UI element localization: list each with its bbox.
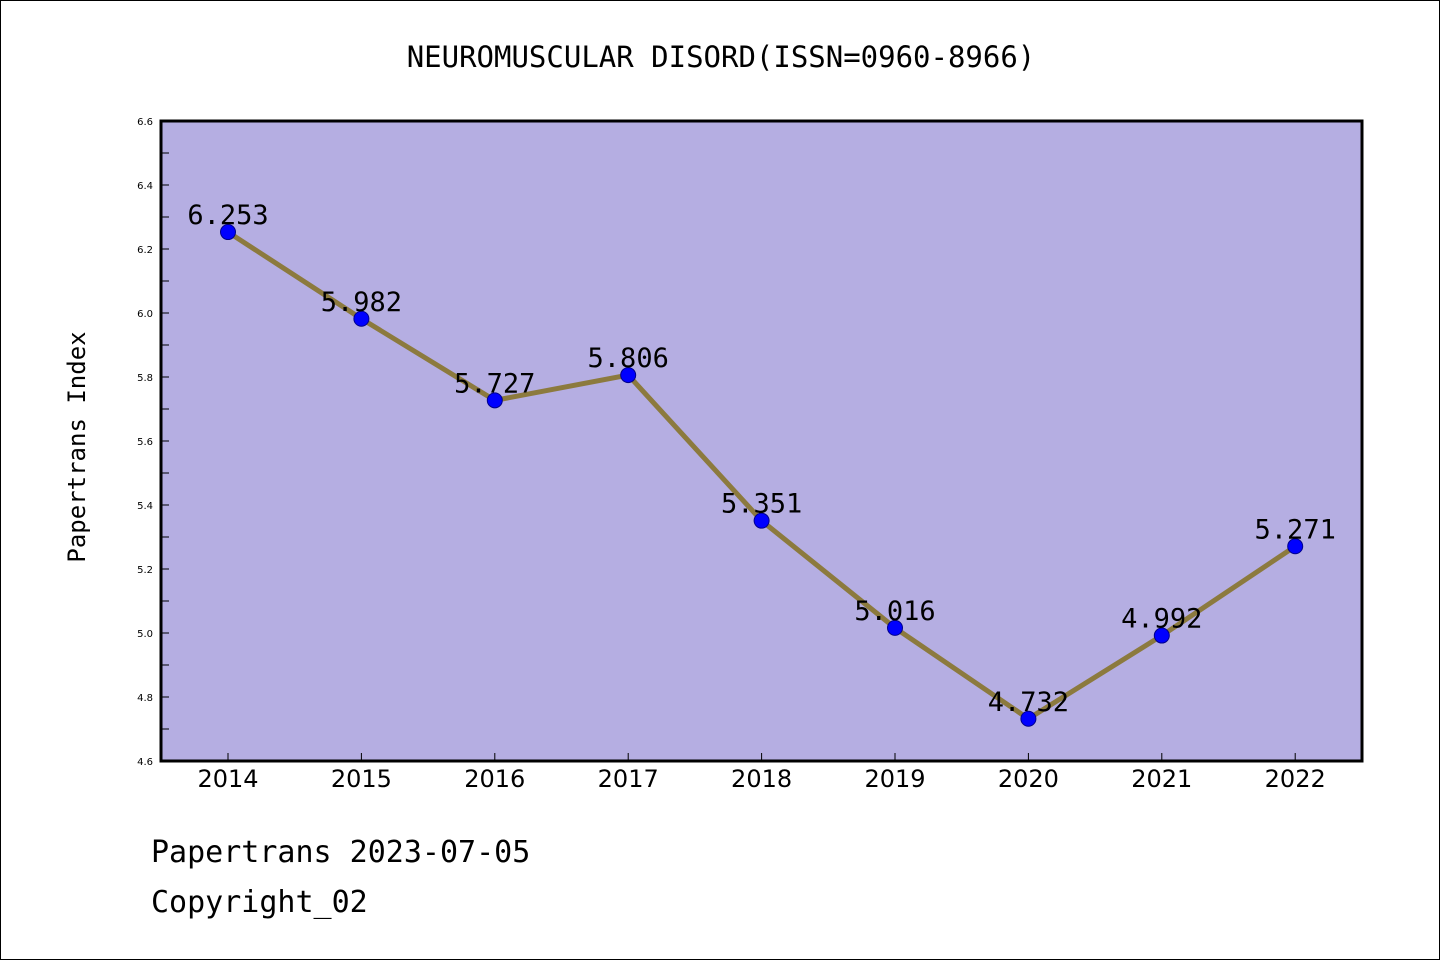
y-tick-label: 5.0 bbox=[137, 629, 153, 640]
x-tick-label: 2021 bbox=[1131, 765, 1192, 793]
y-tick-label: 6.2 bbox=[137, 245, 153, 256]
x-tick-label: 2018 bbox=[731, 765, 792, 793]
data-point-marker bbox=[887, 619, 903, 636]
data-point-marker bbox=[486, 392, 503, 409]
y-tick-label: 6.6 bbox=[137, 117, 153, 128]
y-axis-ticks: 4.6 4.8 5.0 5.2 5.4 5.6 5.8 6.0 6.2 6.4 6.6 bbox=[137, 117, 169, 768]
footer-copyright: Copyright_02 bbox=[151, 885, 368, 920]
y-tick-label: 6.4 bbox=[137, 181, 153, 192]
y-tick-label: 5.2 bbox=[137, 565, 153, 576]
data-label: 5.016 bbox=[854, 596, 935, 627]
data-label: 6.253 bbox=[187, 200, 268, 231]
data-label: 5.982 bbox=[321, 287, 402, 318]
x-tick-label: 2014 bbox=[197, 765, 258, 793]
data-label: 4.732 bbox=[988, 687, 1069, 718]
data-label: 5.727 bbox=[454, 368, 535, 399]
data-point-marker bbox=[220, 224, 236, 241]
y-tick-label: 5.8 bbox=[137, 373, 153, 384]
y-axis-label: Papertrans Index bbox=[63, 331, 91, 562]
data-point-marker bbox=[353, 310, 370, 327]
data-point-marker bbox=[753, 512, 770, 529]
x-tick-label: 2015 bbox=[331, 765, 392, 793]
data-point-marker bbox=[620, 367, 637, 384]
data-label: 5.351 bbox=[721, 489, 802, 520]
data-label: 5.271 bbox=[1255, 514, 1336, 545]
plot-area bbox=[161, 121, 1362, 761]
data-label: 4.992 bbox=[1121, 604, 1202, 635]
chart-title: NEUROMUSCULAR DISORD(ISSN=0960-8966) bbox=[407, 40, 1036, 74]
y-tick-label: 6.0 bbox=[137, 309, 153, 320]
x-tick-label: 2017 bbox=[598, 765, 659, 793]
y-tick-label: 4.8 bbox=[137, 693, 153, 704]
x-tick-label: 2022 bbox=[1265, 765, 1326, 793]
y-tick-label: 4.6 bbox=[137, 757, 153, 768]
data-point-marker bbox=[1020, 710, 1037, 727]
y-tick-label: 5.4 bbox=[137, 501, 153, 512]
data-point-marker bbox=[1287, 538, 1304, 555]
series-group: 6.253 5.982 5.727 5.806 5.351 5.016 4.732 4.992… bbox=[187, 200, 1336, 727]
x-tick-label: 2020 bbox=[998, 765, 1059, 793]
x-tick-label: 2016 bbox=[464, 765, 525, 793]
x-tick-label: 2019 bbox=[864, 765, 925, 793]
data-point-marker bbox=[1153, 627, 1170, 644]
footer-date: Papertrans 2023-07-05 bbox=[151, 835, 531, 870]
plot-border bbox=[159, 119, 1364, 763]
data-label: 5.806 bbox=[588, 343, 669, 374]
x-axis-ticks: 2014 2015 2016 2017 2018 2019 2020 2021 2022 bbox=[197, 753, 1326, 793]
y-tick-label: 5.6 bbox=[137, 437, 153, 448]
